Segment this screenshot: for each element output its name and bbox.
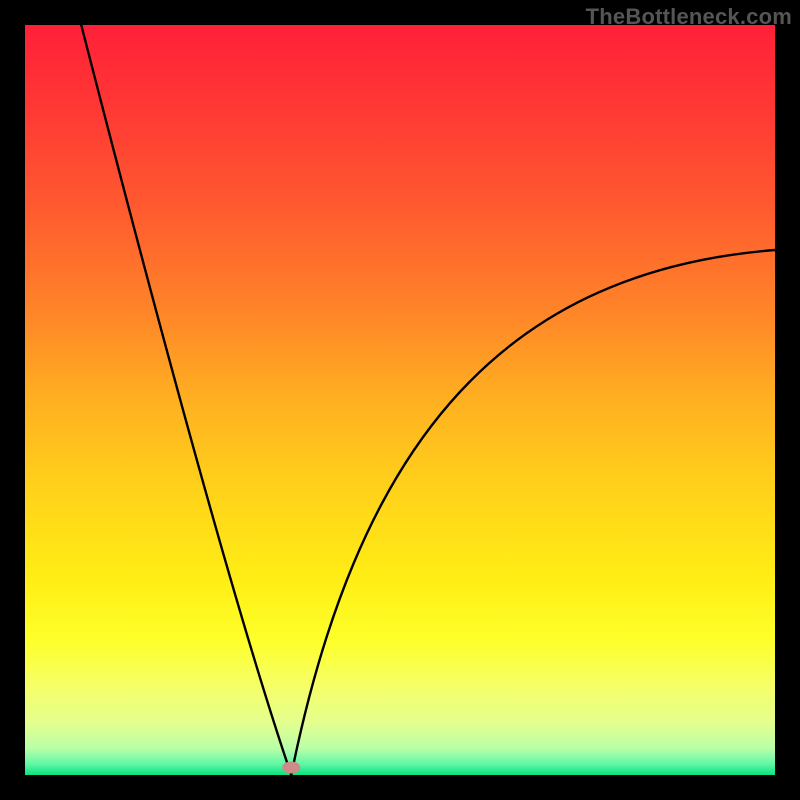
- optimal-point-marker: [282, 762, 300, 774]
- gradient-background: [25, 25, 775, 775]
- watermark-text: TheBottleneck.com: [586, 4, 792, 30]
- chart-stage: TheBottleneck.com: [0, 0, 800, 800]
- chart-svg: [0, 0, 800, 800]
